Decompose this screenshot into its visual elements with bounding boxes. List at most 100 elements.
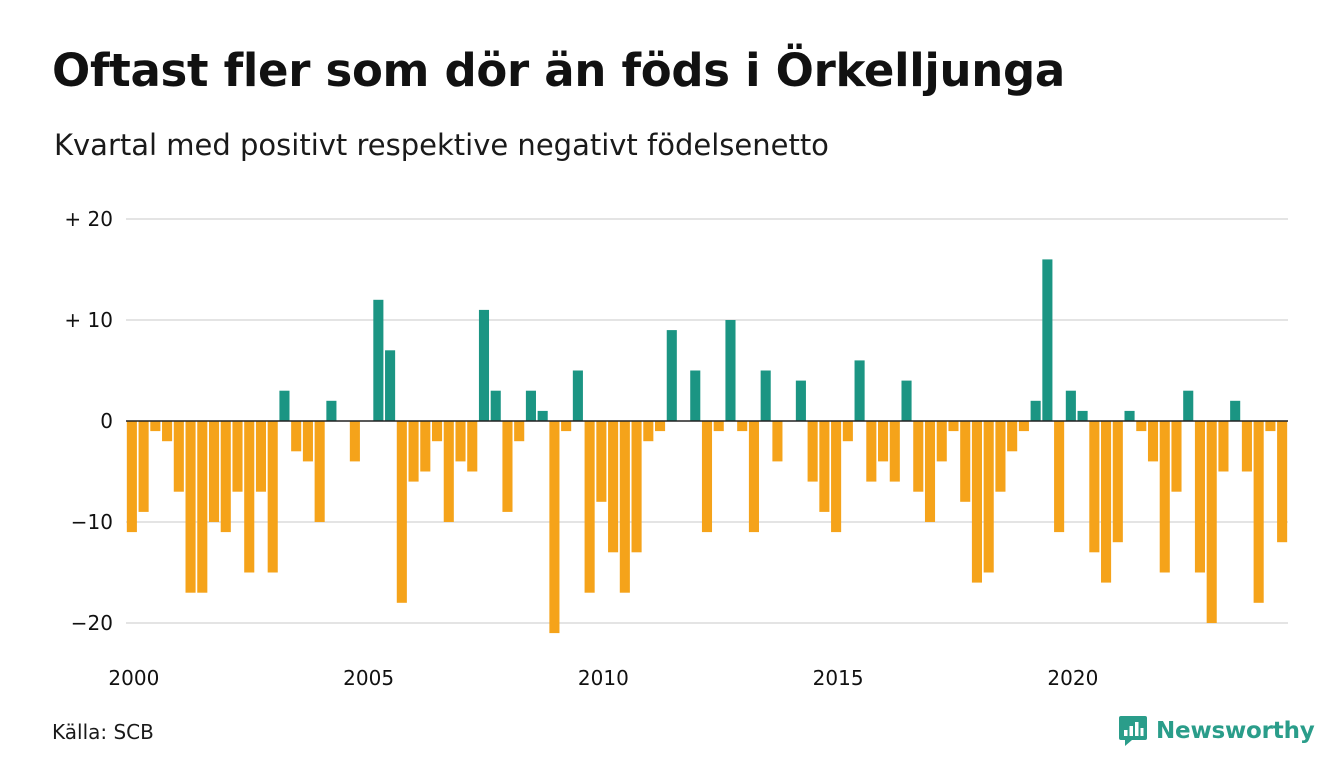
bar [1171, 421, 1182, 492]
bar [431, 421, 443, 442]
bar [314, 421, 325, 522]
bar [948, 421, 959, 432]
x-tick-label: 2010 [578, 666, 629, 690]
newsworthy-logo: Newsworthy [1118, 714, 1315, 748]
bar [631, 421, 642, 553]
bar [1054, 421, 1065, 533]
bar [1030, 400, 1041, 421]
bar [302, 421, 313, 462]
bar [572, 370, 583, 421]
bar [878, 421, 889, 462]
bar [701, 421, 713, 533]
bar [713, 421, 724, 432]
bar [1277, 421, 1288, 543]
bar [162, 421, 173, 442]
x-tick-label: 2015 [813, 666, 864, 690]
bar [561, 421, 572, 432]
bar [795, 380, 806, 421]
bar [655, 421, 666, 432]
x-tick-label: 2020 [1047, 666, 1098, 690]
bar [291, 421, 302, 452]
bar [854, 360, 865, 421]
bar [255, 421, 267, 492]
bar [244, 421, 255, 573]
bar [1159, 421, 1170, 573]
bar [760, 370, 771, 421]
bar [408, 421, 419, 482]
bar [772, 421, 783, 462]
bar [1147, 421, 1159, 462]
bar [1183, 390, 1194, 421]
bar [220, 421, 231, 533]
chart-title: Oftast fler som dör än föds i Örkelljung… [52, 44, 1065, 97]
bar [502, 421, 513, 512]
chart-subtitle: Kvartal med positivt respektive negativt… [54, 128, 829, 162]
bar [831, 421, 842, 533]
newsworthy-logo-text: Newsworthy [1156, 718, 1315, 744]
x-tick-label: 2000 [108, 666, 159, 690]
bar [748, 421, 759, 533]
bar [584, 421, 595, 593]
bar [197, 421, 208, 593]
bar [396, 421, 407, 603]
y-tick-label: −10 [71, 510, 113, 534]
bar [443, 421, 454, 522]
bar [385, 350, 396, 421]
bar [690, 370, 701, 421]
bar [1124, 410, 1135, 421]
bar [1018, 421, 1029, 432]
bar [1042, 259, 1053, 421]
bar [1218, 421, 1229, 472]
bar [608, 421, 619, 553]
bar [901, 380, 912, 421]
bar [1065, 390, 1076, 421]
bar [960, 421, 971, 502]
bar [349, 421, 360, 462]
bar [208, 421, 220, 522]
y-tick-label: −20 [71, 611, 113, 635]
bar [185, 421, 196, 593]
bar [1007, 421, 1018, 452]
bar [138, 421, 149, 512]
bar [455, 421, 466, 462]
y-tick-label: + 20 [64, 207, 113, 231]
bar [807, 421, 818, 482]
bar [1230, 400, 1241, 421]
bar [279, 390, 290, 421]
bar [1136, 421, 1147, 432]
bar [725, 320, 736, 421]
bar [1101, 421, 1112, 583]
bar [643, 421, 654, 442]
bar [537, 410, 548, 421]
bar [514, 421, 525, 442]
x-tick-label: 2005 [343, 666, 394, 690]
bar [1077, 410, 1088, 421]
bar [373, 299, 384, 421]
bar [126, 421, 137, 533]
y-tick-label: + 10 [64, 308, 113, 332]
bar [737, 421, 748, 432]
bar [842, 421, 853, 442]
bar [1253, 421, 1264, 603]
bar [983, 421, 994, 573]
bar [232, 421, 243, 492]
bar [995, 421, 1006, 492]
bar [1089, 421, 1100, 553]
bar [1241, 421, 1252, 472]
bar [478, 309, 490, 421]
bar [619, 421, 630, 593]
bar [267, 421, 278, 573]
bar [889, 421, 900, 482]
bar [666, 330, 677, 421]
bar [467, 421, 478, 472]
bar [1206, 421, 1217, 623]
bar [420, 421, 431, 472]
bar [924, 421, 936, 522]
bar [971, 421, 982, 583]
bar [819, 421, 830, 512]
bar [173, 421, 184, 492]
bar [913, 421, 924, 492]
source-note: Källa: SCB [52, 720, 154, 744]
bar [525, 390, 536, 421]
